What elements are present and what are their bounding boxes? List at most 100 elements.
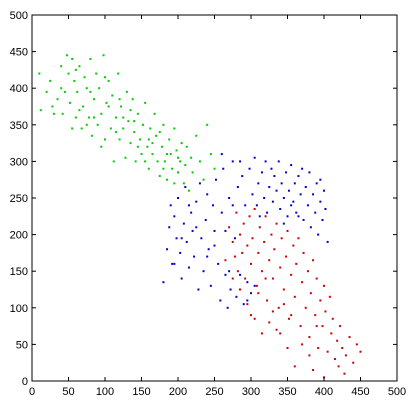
data-point [139,138,142,141]
data-point [213,244,216,247]
data-point [127,120,130,123]
data-point [213,229,216,232]
data-point [209,153,212,156]
data-point [202,178,205,181]
x-tick-label: 500 [388,386,406,398]
data-point [195,200,198,203]
data-point [198,182,201,185]
data-point [100,112,103,115]
x-tick-label: 300 [242,386,260,398]
data-point [83,76,86,79]
data-point [239,160,242,163]
y-tick-label: 250 [10,193,28,205]
data-point [162,167,165,170]
data-point [107,79,110,82]
data-point [292,200,295,203]
data-point [306,270,309,273]
y-tick-label: 350 [10,120,28,132]
data-point [182,182,185,185]
data-point [282,288,285,291]
data-point [231,160,234,163]
data-point [95,72,98,75]
data-point [312,193,315,196]
data-point [67,72,70,75]
data-point [122,116,125,119]
data-point [312,259,315,262]
data-point [118,98,121,101]
data-point [235,211,238,214]
x-tick-label: 250 [205,386,223,398]
data-point [162,123,165,126]
data-point [147,138,150,141]
x-tick-label: 450 [351,386,369,398]
data-point [118,138,121,141]
data-point [140,153,143,156]
data-point [257,251,260,254]
data-point [45,90,48,93]
data-point [180,277,183,280]
data-point [257,182,260,185]
data-point [78,109,81,112]
data-point [158,131,161,134]
data-point [68,101,71,104]
data-point [228,197,231,199]
data-point [333,358,336,361]
data-point [355,343,358,346]
data-point [319,200,322,203]
data-point [191,229,194,232]
data-point [144,101,147,104]
data-point [270,233,273,236]
data-point [202,270,205,273]
data-point [271,277,274,280]
x-tick-label: 350 [278,386,296,398]
data-point [343,372,346,375]
data-point [251,237,254,240]
data-point [275,222,278,225]
data-point [266,211,269,214]
data-point [184,186,187,189]
data-point [297,237,300,240]
data-point [185,240,188,243]
data-point [122,127,125,130]
data-point [258,215,261,218]
data-point [173,215,176,218]
data-point [279,332,282,335]
data-point [168,226,171,229]
data-point [308,336,311,339]
data-point [255,284,258,287]
data-point [160,145,163,148]
data-point [231,277,234,280]
y-tick-label: 100 [10,303,28,315]
data-point [74,68,77,71]
data-point [314,211,317,214]
data-point [309,292,312,295]
data-point [187,204,190,207]
data-point [206,123,209,126]
data-point [306,204,309,207]
data-point [60,87,63,90]
data-point [214,178,217,181]
data-point [136,145,139,148]
data-point [74,116,77,119]
data-point [295,211,298,214]
data-point [56,98,59,101]
data-point [270,167,273,170]
y-tick-label: 200 [10,230,28,242]
x-tick-label: 0 [29,386,35,398]
data-point [76,90,79,93]
data-point [144,160,147,163]
data-point [312,369,315,372]
data-point [341,347,344,350]
data-point [104,138,106,141]
data-point [162,281,165,284]
y-tick-label: 150 [10,266,28,278]
data-point [191,171,194,174]
data-point [275,189,278,192]
data-point [206,193,209,196]
data-point [253,284,256,287]
data-point [171,167,174,170]
data-point [175,149,178,152]
data-point [308,354,311,357]
data-point [244,277,247,280]
data-point [114,116,117,119]
